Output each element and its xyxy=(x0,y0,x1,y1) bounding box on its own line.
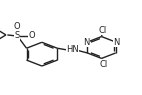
Text: O: O xyxy=(14,22,21,31)
Text: N: N xyxy=(113,38,120,47)
Text: N: N xyxy=(83,38,90,47)
Text: S: S xyxy=(15,31,20,40)
Text: O: O xyxy=(29,31,36,40)
Text: Cl: Cl xyxy=(98,26,106,35)
Text: Cl: Cl xyxy=(99,60,107,69)
Text: HN: HN xyxy=(66,45,79,54)
